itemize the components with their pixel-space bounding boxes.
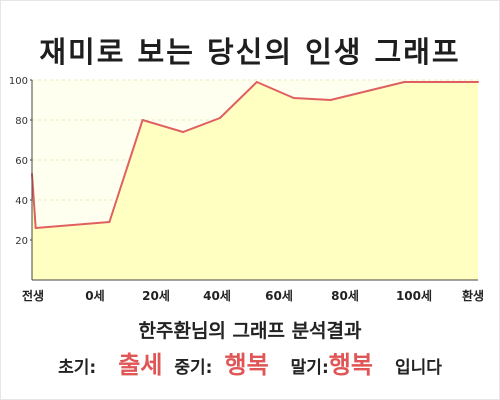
data-point	[141, 119, 144, 121]
y-tick-label: 100	[9, 76, 28, 87]
summary-suffix: 입니다	[394, 358, 442, 378]
x-tick-label: 20세	[142, 288, 170, 303]
mid-value: 행복	[224, 351, 269, 379]
area-fill	[32, 82, 478, 280]
data-point	[292, 97, 295, 99]
plot-area: 20 40 60 80 100 전생 0세 20세 40세 60세 80세 100세 환생	[9, 76, 484, 303]
y-tick-label: 20	[15, 236, 28, 247]
x-tick-label: 환생	[462, 288, 484, 303]
late-label: 말기:	[290, 358, 329, 378]
data-point	[255, 81, 258, 83]
x-tick-label: 0세	[85, 288, 104, 303]
analysis-title: 한주환님의 그래프 분석결과	[138, 320, 362, 342]
data-point	[218, 117, 221, 119]
analysis-summary: 초기: 출세 중기: 행복 말기:행복 입니다	[0, 345, 500, 385]
y-tick-label: 60	[15, 156, 28, 167]
x-tick-label: 40세	[203, 288, 231, 303]
y-tick-label: 40	[15, 196, 28, 207]
life-graph-chart: 20 40 60 80 100 전생 0세 20세 40세 60세 80세 100세 환생	[9, 76, 484, 303]
data-point	[329, 99, 332, 101]
late-value: 행복	[328, 351, 373, 379]
x-tick-label: 80세	[331, 288, 359, 303]
x-tick-label: 60세	[265, 288, 293, 303]
x-tick-label: 전생	[22, 288, 44, 303]
data-point	[108, 221, 111, 223]
data-point	[182, 131, 185, 133]
x-tick-label: 100세	[396, 288, 432, 303]
page-title: 재미로 보는 당신의 인생 그래프	[39, 35, 461, 69]
early-value: 출세	[118, 351, 163, 379]
early-label: 초기:	[58, 358, 97, 378]
data-point	[34, 227, 37, 229]
data-point	[477, 81, 479, 83]
y-tick-label: 80	[15, 116, 28, 127]
mid-label: 중기:	[174, 358, 213, 378]
data-point	[403, 81, 406, 83]
